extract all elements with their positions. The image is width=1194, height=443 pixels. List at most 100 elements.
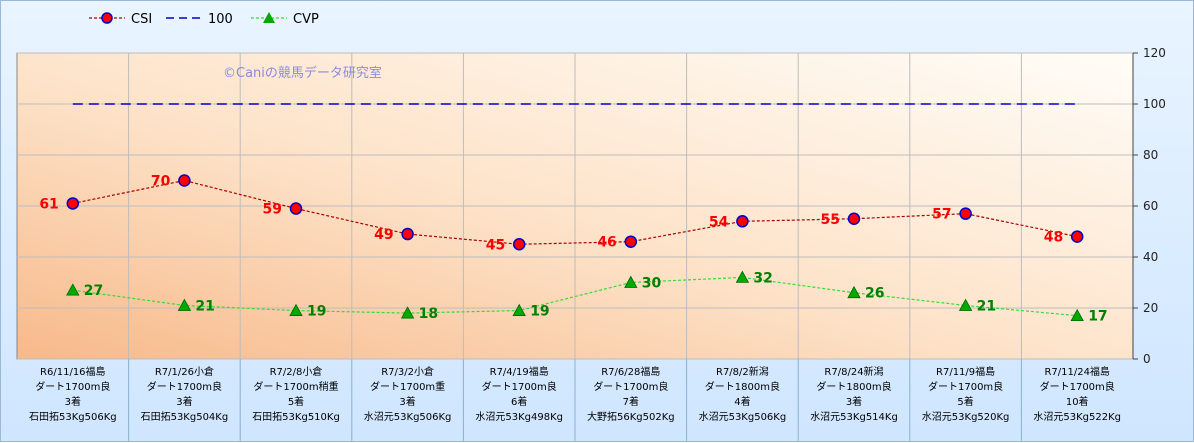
x-tick-label: 5着 [288,395,304,408]
csi-point [959,207,972,220]
csi-data-label: 55 [821,212,840,228]
cvp-point [958,298,973,311]
csi-point [66,197,80,210]
cvp-data-label: 17 [1088,309,1107,325]
csi-data-label: 48 [1044,230,1063,246]
x-tick-label: 3着 [846,395,862,408]
x-tick-label: 3着 [65,395,81,408]
series-line-cvp [72,276,1078,317]
x-tick-label: ダート1800m良 [816,380,891,393]
legend: CSI 100 CVP [89,12,319,27]
cvp-data-label: 18 [419,306,438,322]
csi-data-label: 45 [486,237,505,253]
x-tick-label: 3着 [176,395,192,408]
csi-point [401,227,414,241]
cvp-point [177,298,192,311]
series-line-csi [72,179,1078,245]
legend-label: CVP [293,12,319,27]
x-tick-label: ダート1700m良 [147,380,222,393]
cvp-data-label: 26 [865,286,884,302]
cvp-point [512,303,526,316]
x-tick-label: 10着 [1066,395,1089,408]
x-tick-label: 6着 [511,395,527,408]
csi-data-label: 70 [151,174,171,190]
cvp-point [66,283,80,296]
x-tick-label: ダート1700m良 [593,380,668,393]
legend-marker-cvp [263,12,275,23]
csi-data-label: 54 [709,214,729,230]
csi-data-label: 59 [263,202,282,218]
x-tick-label: ダート1700m稍重 [253,380,338,393]
x-tick-label: 大野拓56Kg502Kg [587,410,675,423]
x-tick-label: 石田拓53Kg510Kg [252,411,340,423]
cvp-point [624,275,638,288]
cvp-data-label: 21 [195,298,214,314]
x-tick-label: 石田拓53Kg506Kg [29,411,117,423]
series-layer: 61 70 59 49 45 46 54 55 57 48 27 21 19 18 19 30 32 26 21 17 [39,103,1108,325]
legend-label: 100 [208,12,233,27]
x-tick-label: 7着 [623,395,639,408]
x-tick-label: R7/8/24新潟 [824,365,883,378]
csi-data-label: 57 [932,207,951,223]
x-tick-label: ダート1700m良 [928,380,1003,393]
watermark-text: ©Caniの競馬データ研究室 [223,65,382,81]
cvp-point [400,306,415,319]
x-tick-label: R7/11/9福島 [936,365,995,378]
cvp-point [847,285,861,299]
x-tick-label: R7/11/24福島 [1044,365,1110,378]
cvp-data-label: 30 [642,276,662,292]
cvp-point [735,270,750,283]
y-tick-label: 20 [1143,301,1158,315]
x-tick-label: 水沼元53Kg514Kg [810,410,898,423]
csi-data-label: 49 [374,227,393,243]
y-axis: 0 20 40 60 80 100 120 [1132,46,1166,366]
cvp-data-label: 32 [753,270,772,286]
x-tick-label: 水沼元53Kg498Kg [475,410,563,423]
y-tick-label: 60 [1143,199,1158,213]
x-tick-label: 3着 [399,395,415,408]
x-tick-label: R7/4/19福島 [490,365,549,378]
cvp-data-label: 27 [84,283,103,299]
csi-point [1070,230,1084,243]
x-tick-label: R7/6/28福島 [601,365,660,378]
csi-point [624,235,638,248]
x-tick-label: 4着 [734,395,750,408]
csi-point [289,202,303,215]
x-tick-label: 水沼元53Kg506Kg [699,410,787,423]
legend-label: CSI [131,12,152,27]
x-tick-label: 水沼元53Kg520Kg [922,410,1010,423]
csi-point [178,174,191,187]
csi-point [512,238,526,251]
csi-data-label: 46 [597,235,616,251]
y-tick-label: 120 [1143,46,1166,60]
x-tick-label: R7/3/2小倉 [381,365,434,378]
x-tick-label: 水沼元53Kg522Kg [1033,410,1121,423]
y-tick-label: 0 [1143,352,1151,366]
x-tick-label: ダート1700m良 [1040,380,1115,393]
y-tick-label: 100 [1143,97,1166,111]
y-tick-label: 40 [1143,250,1158,264]
y-tick-label: 80 [1143,148,1158,162]
cvp-data-label: 19 [307,304,326,320]
x-tick-label: R7/1/26小倉 [155,365,214,378]
csi-point [736,215,749,228]
cvp-data-label: 19 [530,304,549,320]
x-tick-label: 石田拓53Kg504Kg [141,411,229,423]
x-tick-label: ダート1800m良 [705,380,780,393]
x-tick-label: ダート1700m良 [482,380,557,393]
x-tick-label: 水沼元53Kg506Kg [364,410,452,423]
x-tick-label: R6/11/16福島 [40,365,106,378]
csi-data-label: 61 [39,196,58,212]
x-tick-label: 5着 [957,395,973,408]
cvp-point [289,303,303,316]
csi-point [847,212,861,225]
legend-marker-csi [101,12,113,24]
x-tick-label: ダート1700m良 [35,380,110,393]
x-tick-label: R7/8/2新潟 [716,365,769,378]
x-tick-label: R7/2/8小倉 [270,365,323,378]
cvp-point [1070,308,1084,322]
cvp-data-label: 21 [977,298,996,314]
